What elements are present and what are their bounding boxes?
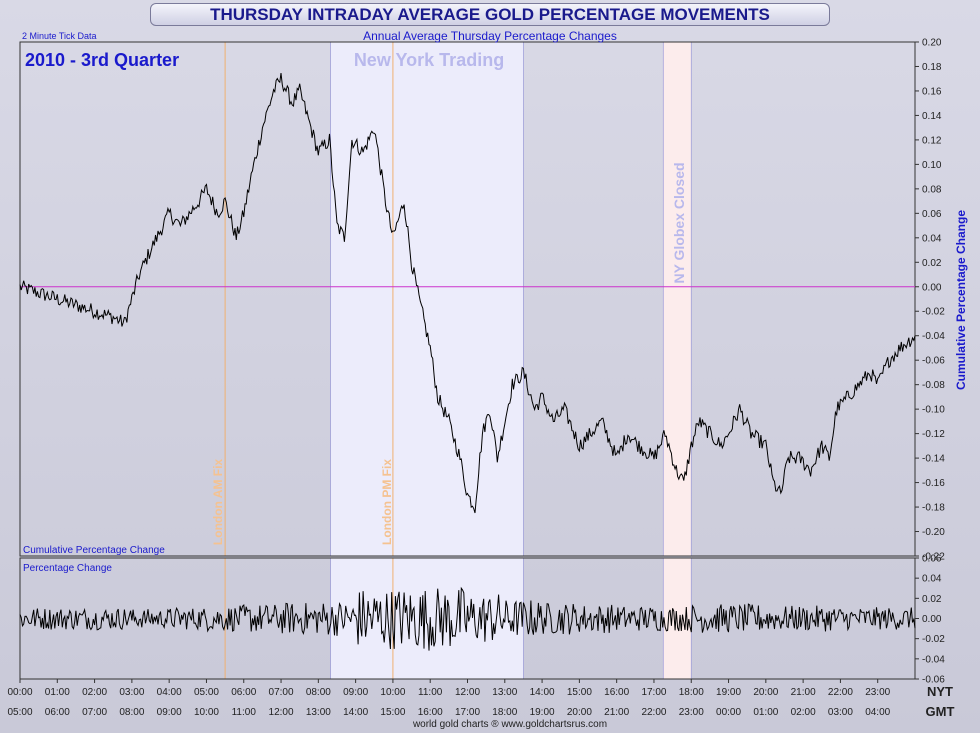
x-tick-label-gmt: 21:00 — [604, 707, 629, 718]
x-tick-label-gmt: 13:00 — [306, 707, 331, 718]
globex-closed-label: NY Globex Closed — [671, 162, 687, 283]
x-tick-label-gmt: 01:00 — [753, 707, 778, 718]
x-tick-label-nyt: 11:00 — [418, 687, 443, 698]
x-tick-label-nyt: 00:00 — [7, 687, 32, 698]
y-tick-label: -0.10 — [922, 405, 945, 416]
y-tick-label: 0.06 — [922, 209, 942, 220]
nyt-axis-label: NYT — [927, 684, 953, 699]
y-tick-label: 0.20 — [922, 38, 942, 49]
y-tick-label: 0.04 — [922, 574, 942, 585]
percentage-change-line — [19, 586, 916, 651]
top-panel-border — [19, 41, 916, 557]
footer-credit: world gold charts ® www.goldchartsrus.co… — [412, 719, 607, 730]
y-axis-title: Cumulative Percentage Change — [954, 210, 968, 390]
y-tick-label: -0.06 — [922, 356, 945, 367]
y-tick-label: 0.16 — [922, 86, 942, 97]
x-tick-label-gmt: 10:00 — [194, 707, 219, 718]
ny-trading-band — [330, 558, 524, 679]
y-tick-label: 0.12 — [922, 135, 942, 146]
x-tick-label-gmt: 03:00 — [828, 707, 853, 718]
x-tick-label-nyt: 10:00 — [380, 687, 405, 698]
y-tick-label: 0.06 — [922, 554, 942, 565]
y-tick-label: 0.18 — [922, 62, 942, 73]
gmt-axis-label: GMT — [926, 704, 955, 719]
y-tick-label: -0.06 — [922, 675, 945, 686]
y-tick-label: 0.00 — [922, 614, 942, 625]
x-tick-label-gmt: 04:00 — [865, 707, 890, 718]
y-tick-label: -0.22 — [922, 552, 945, 563]
x-tick-label-gmt: 09:00 — [157, 707, 182, 718]
y-tick-label: -0.04 — [922, 654, 945, 665]
x-tick-label-nyt: 20:00 — [753, 687, 778, 698]
y-tick-label: -0.14 — [922, 454, 945, 465]
x-tick-label-nyt: 18:00 — [679, 687, 704, 698]
x-tick-label-nyt: 05:00 — [194, 687, 219, 698]
x-tick-label-nyt: 23:00 — [865, 687, 890, 698]
x-tick-label-gmt: 17:00 — [455, 707, 480, 718]
x-tick-label-nyt: 16:00 — [604, 687, 629, 698]
y-tick-label: 0.10 — [922, 160, 942, 171]
x-tick-label-gmt: 11:00 — [232, 707, 257, 718]
y-tick-label: -0.18 — [922, 503, 945, 514]
y-tick-label: -0.04 — [922, 331, 945, 342]
chart-title: THURSDAY INTRADAY AVERAGE GOLD PERCENTAG… — [210, 5, 770, 24]
y-tick-label: -0.12 — [922, 429, 945, 440]
y-tick-label: -0.16 — [922, 478, 945, 489]
y-tick-label: 0.02 — [922, 594, 942, 605]
x-tick-label-nyt: 07:00 — [269, 687, 294, 698]
x-tick-label-gmt: 18:00 — [492, 707, 517, 718]
globex-closed-band — [663, 42, 692, 556]
x-tick-label-nyt: 22:00 — [828, 687, 853, 698]
x-tick-label-gmt: 05:00 — [7, 707, 32, 718]
x-tick-label-nyt: 09:00 — [343, 687, 368, 698]
y-tick-label: 0.00 — [922, 282, 942, 293]
x-tick-label-nyt: 17:00 — [641, 687, 666, 698]
period-label: 2010 - 3rd Quarter — [25, 50, 179, 70]
x-tick-label-gmt: 02:00 — [791, 707, 816, 718]
x-tick-label-gmt: 08:00 — [119, 707, 144, 718]
y-tick-label: 0.02 — [922, 258, 942, 269]
x-tick-label-nyt: 04:00 — [157, 687, 182, 698]
am-fix-label: London AM Fix — [211, 459, 225, 546]
cumulative-line — [19, 73, 916, 514]
chart-subtitle: Annual Average Thursday Percentage Chang… — [363, 29, 617, 43]
y-tick-label: -0.02 — [922, 307, 945, 318]
y-tick-label: 0.08 — [922, 184, 942, 195]
x-tick-label-gmt: 19:00 — [530, 707, 555, 718]
x-tick-label-gmt: 00:00 — [716, 707, 741, 718]
x-tick-label-nyt: 13:00 — [492, 687, 517, 698]
y-tick-label: -0.20 — [922, 527, 945, 538]
y-tick-label: 0.04 — [922, 233, 942, 244]
bottom-panel-label: Percentage Change — [23, 563, 112, 574]
x-tick-label-nyt: 12:00 — [455, 687, 480, 698]
x-tick-label-gmt: 14:00 — [343, 707, 368, 718]
x-tick-label-nyt: 15:00 — [567, 687, 592, 698]
y-tick-label: 0.14 — [922, 111, 942, 122]
x-tick-label-gmt: 20:00 — [567, 707, 592, 718]
ny-trading-label: New York Trading — [354, 50, 504, 70]
x-tick-label-nyt: 21:00 — [791, 687, 816, 698]
x-tick-label-gmt: 12:00 — [269, 707, 294, 718]
x-tick-label-gmt: 15:00 — [380, 707, 405, 718]
ny-trading-band — [330, 42, 524, 556]
x-tick-label-gmt: 22:00 — [641, 707, 666, 718]
x-tick-label-gmt: 07:00 — [82, 707, 107, 718]
title-banner: THURSDAY INTRADAY AVERAGE GOLD PERCENTAG… — [150, 3, 830, 26]
x-tick-label-gmt: 06:00 — [45, 707, 70, 718]
x-tick-label-nyt: 08:00 — [306, 687, 331, 698]
x-tick-label-gmt: 16:00 — [418, 707, 443, 718]
y-tick-label: -0.02 — [922, 634, 945, 645]
x-tick-label-gmt: 23:00 — [679, 707, 704, 718]
pm-fix-label: London PM Fix — [380, 459, 394, 545]
x-tick-label-nyt: 19:00 — [716, 687, 741, 698]
x-tick-label-nyt: 14:00 — [530, 687, 555, 698]
x-tick-label-nyt: 01:00 — [45, 687, 70, 698]
x-tick-label-nyt: 02:00 — [82, 687, 107, 698]
y-tick-label: -0.08 — [922, 380, 945, 391]
top-panel-label: Cumulative Percentage Change — [23, 545, 165, 556]
x-tick-label-nyt: 06:00 — [231, 687, 256, 698]
subtitle: 2 Minute Tick Data — [22, 31, 97, 41]
x-tick-label-nyt: 03:00 — [119, 687, 144, 698]
